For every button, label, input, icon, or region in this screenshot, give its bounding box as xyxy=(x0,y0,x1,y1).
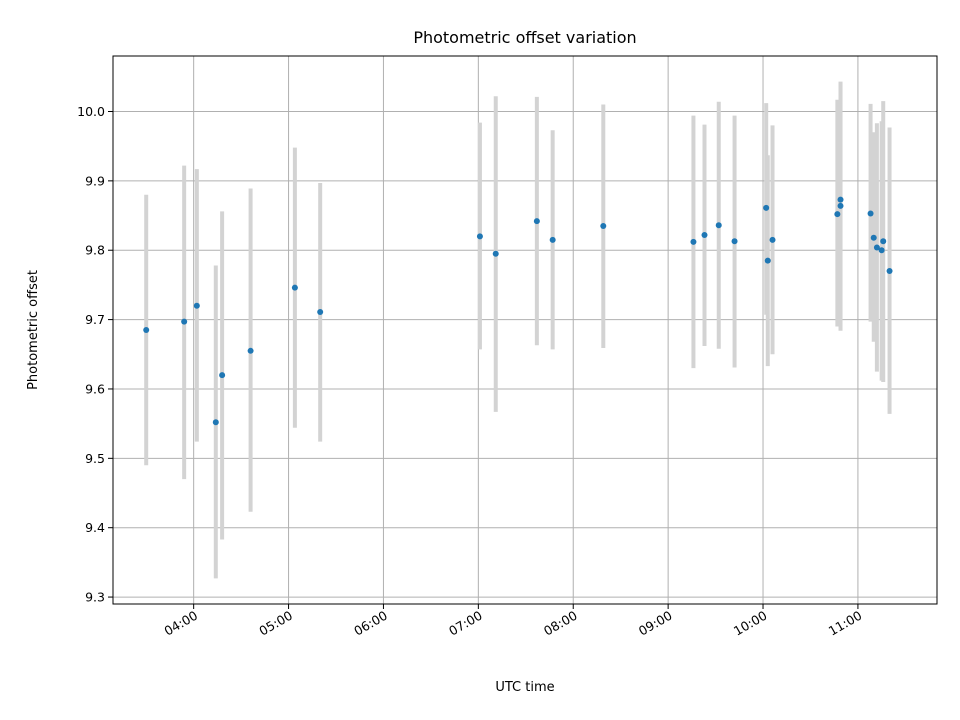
y-tick-label: 9.7 xyxy=(85,312,105,327)
x-tick-label: 04:00 xyxy=(161,608,200,639)
chart-title: Photometric offset variation xyxy=(413,28,636,47)
data-point xyxy=(870,234,877,241)
data-point xyxy=(834,211,841,218)
x-tick-label: 08:00 xyxy=(541,608,580,639)
data-point xyxy=(873,244,880,251)
data-point xyxy=(212,419,219,426)
data-point xyxy=(837,202,844,209)
x-tick-label: 05:00 xyxy=(256,608,295,639)
grid-lines xyxy=(113,56,937,604)
y-tick-label: 9.3 xyxy=(85,590,105,605)
data-point xyxy=(880,238,887,245)
plot-frame xyxy=(112,55,938,605)
data-point xyxy=(867,210,874,217)
data-point xyxy=(549,236,556,243)
y-tick-label: 10.0 xyxy=(77,104,105,119)
x-tick-label: 06:00 xyxy=(351,608,390,639)
data-point xyxy=(219,372,226,379)
data-point xyxy=(715,222,722,229)
data-point xyxy=(690,238,697,245)
x-tick-label: 10:00 xyxy=(731,608,770,639)
data-point xyxy=(181,318,188,325)
data-point xyxy=(600,222,607,229)
data-point xyxy=(886,268,893,275)
data-point xyxy=(878,247,885,254)
x-tick-label: 07:00 xyxy=(446,608,485,639)
data-point xyxy=(247,347,254,354)
data-point xyxy=(492,250,499,257)
data-point xyxy=(291,284,298,291)
y-axis-label: Photometric offset xyxy=(26,270,41,390)
data-point xyxy=(476,233,483,240)
error-bars xyxy=(144,81,892,579)
x-tick-label: 11:00 xyxy=(826,608,865,639)
y-tick-label: 9.9 xyxy=(85,173,105,188)
data-point xyxy=(763,204,770,211)
x-tick-label: 09:00 xyxy=(636,608,675,639)
data-point xyxy=(764,257,771,264)
data-point xyxy=(143,327,150,333)
x-axis-label: UTC time xyxy=(495,680,554,695)
y-tick-label: 9.5 xyxy=(85,451,105,466)
y-tick-label: 9.4 xyxy=(85,520,105,535)
data-point xyxy=(701,231,708,238)
y-tick-label: 9.8 xyxy=(85,243,105,258)
data-point xyxy=(533,218,540,225)
data-point xyxy=(317,308,324,315)
data-points xyxy=(143,196,893,426)
data-point xyxy=(193,302,200,309)
data-point xyxy=(769,236,776,243)
data-point xyxy=(731,238,738,245)
data-point xyxy=(837,196,844,203)
y-tick-label: 9.6 xyxy=(85,381,105,396)
